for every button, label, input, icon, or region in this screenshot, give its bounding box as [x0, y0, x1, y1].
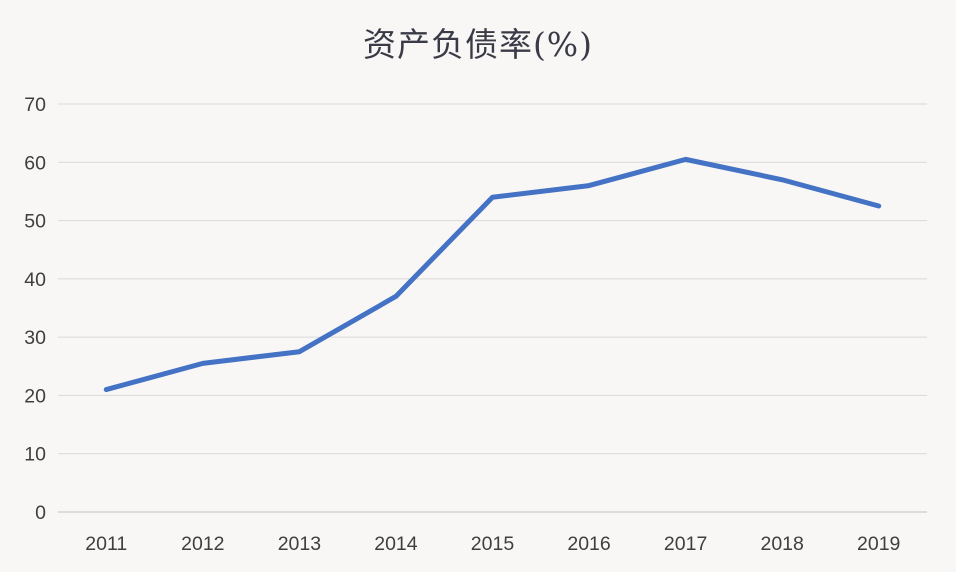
y-tick-label: 40 — [24, 269, 46, 291]
y-tick-label: 0 — [35, 502, 46, 524]
chart-title: 资产负债率(%) — [362, 25, 594, 64]
data-series-line — [103, 156, 882, 393]
y-tick-label: 60 — [24, 152, 46, 174]
y-tick-label: 30 — [24, 327, 46, 349]
x-tick-label: 2019 — [857, 533, 900, 555]
x-tick-label: 2012 — [181, 533, 224, 555]
x-tick-label: 2011 — [85, 533, 127, 555]
x-tick-label: 2018 — [760, 533, 803, 555]
x-tick-label: 2013 — [278, 533, 321, 555]
y-tick-label: 70 — [24, 94, 46, 116]
y-tick-label: 20 — [24, 385, 46, 407]
x-tick-label: 2014 — [374, 533, 418, 555]
x-tick-label: 2016 — [567, 533, 610, 555]
x-tick-label: 2015 — [471, 533, 515, 555]
y-tick-label: 10 — [24, 444, 46, 466]
y-tick-label: 50 — [24, 211, 46, 233]
x-tick-label: 2017 — [664, 533, 707, 555]
